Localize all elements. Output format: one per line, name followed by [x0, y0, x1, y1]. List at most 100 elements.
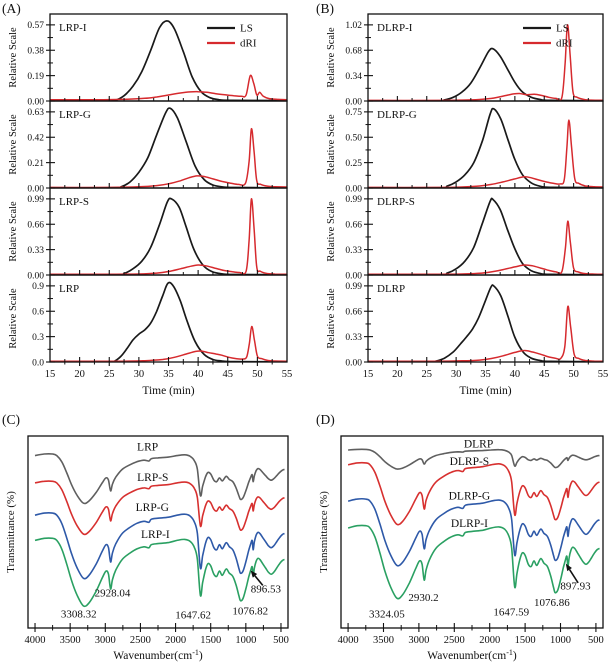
x-axis-label: Wavenumber(cm-1)	[113, 648, 203, 662]
dri-curve	[50, 325, 287, 362]
curve-label-lrp: LRP	[137, 441, 158, 453]
y-tick-label: 0.0	[32, 358, 44, 368]
y-tick-label: 0.00	[345, 97, 362, 107]
legend-label-ls: LS	[556, 23, 569, 35]
spectrum-curve-lrp	[34, 453, 285, 505]
y-tick-label: 0.33	[27, 246, 44, 256]
y-tick-label: 0.34	[345, 72, 362, 82]
x-tick-label: 4000	[25, 635, 46, 646]
sample-name-label: DLRP-S	[377, 196, 415, 208]
ls-curve	[368, 47, 603, 101]
panel-b-chart: 1.02 0.68 0.34 0.00 DLRP-I Relative Scale LS dR…	[326, 13, 609, 397]
x-tick-label: 500	[273, 635, 289, 646]
x-tick-label: 35	[480, 369, 491, 380]
peak-annotation: 3308.32	[61, 608, 97, 620]
y-axis-label: Relative Scale	[326, 288, 337, 349]
subplot-dlrp-s: 0.99 0.66 0.33 0.00 DLRP-S Relative Scale	[326, 187, 604, 281]
panel-a-chart: 0.57 0.38 0.19 0.00 LRP-I Relative Scale LS dRI…	[8, 13, 293, 397]
y-axis-label: Relative Scale	[326, 114, 337, 175]
y-tick-label: 0.50	[345, 134, 362, 144]
y-tick-label: 0.3	[32, 333, 44, 343]
x-tick-label: 45	[223, 369, 234, 380]
x-tick-label: 1500	[200, 635, 221, 646]
y-tick-label: 0.25	[345, 159, 362, 169]
sample-name-label: DLRP-I	[377, 22, 413, 34]
x-tick-label: 55	[598, 369, 609, 380]
y-tick-label: 0.33	[345, 333, 362, 343]
sample-name-label: LRP-I	[59, 22, 87, 34]
y-axis-label: Relative Scale	[8, 114, 19, 175]
subplot-lrp-i: 0.57 0.38 0.19 0.00 LRP-I Relative Scale LS dRI	[8, 13, 288, 107]
dri-curve	[368, 305, 603, 362]
peak-annotation: 897.93	[560, 581, 591, 593]
legend-label-dri: dRI	[556, 38, 573, 50]
y-axis-label: Transmittance (%)	[5, 491, 17, 573]
x-tick-label: 55	[282, 369, 293, 380]
panel-d-chart: 4000 3500 3000 2500 2000 1500 1000 500 Wavenumbe…	[318, 435, 604, 662]
x-tick-label: 2500	[130, 635, 151, 646]
ftir-plot: 4000 3500 3000 2500 2000 1500 1000 500 Wavenumbe…	[5, 435, 289, 662]
curve-label-dlrp-i: DLRP-I	[451, 518, 488, 530]
annotation-arrow-head	[565, 563, 572, 572]
y-tick-label: 0.99	[27, 195, 44, 205]
y-tick-label: 0.19	[27, 72, 44, 82]
subplot-dlrp-i: 1.02 0.68 0.34 0.00 DLRP-I Relative Scale LS dR…	[326, 13, 604, 107]
y-axis-label: Relative Scale	[326, 27, 337, 88]
y-tick-label: 0.57	[27, 21, 44, 31]
x-tick-label: 15	[363, 369, 374, 380]
x-tick-label: 3000	[408, 635, 429, 646]
y-tick-label: 0.00	[345, 184, 362, 194]
ls-curve	[50, 197, 287, 275]
legend-label-ls: LS	[240, 23, 253, 35]
annotation-arrow-line	[254, 575, 264, 586]
x-tick-label: 40	[510, 369, 521, 380]
panel-letter-d: (D)	[316, 412, 335, 427]
y-tick-label: 0.6	[32, 308, 44, 318]
x-tick-label: 1500	[515, 635, 536, 646]
sample-name-label: LRP-S	[59, 196, 89, 208]
ls-curve	[368, 107, 603, 188]
curve-label-dlrp-s: DLRP-S	[450, 456, 490, 468]
y-tick-label: 1.02	[345, 21, 362, 31]
spectrum-curve-lrp-g	[34, 512, 285, 580]
panel-letter-a: (A)	[2, 1, 21, 16]
y-axis-label: Relative Scale	[8, 27, 19, 88]
panel-c-chart: 4000 3500 3000 2500 2000 1500 1000 500 Wavenumbe…	[5, 435, 289, 662]
curve-label-dlrp-g: DLRP-G	[449, 490, 491, 502]
y-tick-label: 0.00	[27, 271, 44, 281]
y-tick-label: 0.63	[27, 108, 44, 118]
spectrum-curve-dlrp-s	[347, 461, 600, 526]
curve-label-lrp-s: LRP-S	[137, 472, 168, 484]
subplot-dlrp-g: 0.75 0.50 0.25 0.00 DLRP-G Relative Scale	[326, 100, 604, 194]
y-tick-label: 0.33	[345, 246, 362, 256]
x-tick-label: 1000	[550, 635, 571, 646]
y-tick-label: 0.38	[27, 47, 44, 57]
peak-annotation: 896.53	[251, 583, 282, 595]
x-axis-label: Wavenumber(cm-1)	[427, 648, 517, 662]
x-tick-label: 25	[104, 369, 115, 380]
y-tick-label: 0.00	[27, 97, 44, 107]
annotation-arrow-head	[250, 570, 258, 578]
peak-annotation: 1076.82	[232, 606, 268, 618]
peak-annotation: 1647.62	[175, 609, 211, 621]
ls-curve	[368, 197, 603, 275]
x-tick-label: 1000	[235, 635, 256, 646]
y-axis-label: Transmittance (%)	[318, 491, 330, 573]
ls-curve	[50, 107, 287, 188]
x-tick-label: 20	[74, 369, 85, 380]
x-tick-label: 4000	[338, 635, 359, 646]
subplot-lrp-s: 0.99 0.66 0.33 0.00 LRP-S Relative Scale	[8, 187, 288, 281]
x-tick-label: 15	[45, 369, 56, 380]
spectrum-curve-dlrp-g	[347, 498, 600, 567]
x-tick-label: 3500	[373, 635, 394, 646]
x-tick-label: 500	[588, 635, 604, 646]
y-axis-label: Relative Scale	[8, 201, 19, 262]
panel-b-sec-chromatogram: 1.02 0.68 0.34 0.00 DLRP-I Relative Scale LS dR…	[305, 0, 610, 405]
spectrum-curve-dlrp-i	[347, 524, 600, 600]
y-tick-label: 0.68	[345, 47, 362, 57]
x-axis-label: Time (min)	[142, 385, 194, 397]
y-tick-label: 0.75	[345, 108, 362, 118]
axes-box	[49, 274, 288, 363]
x-tick-label: 20	[392, 369, 403, 380]
